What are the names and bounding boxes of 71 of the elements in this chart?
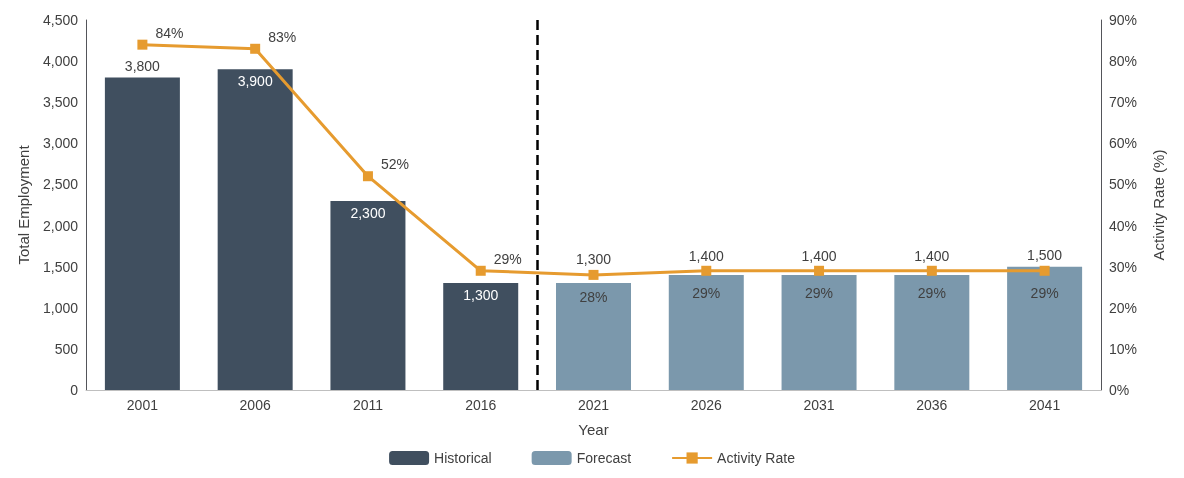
point: [1039, 265, 1050, 276]
y-tick-label: 2,000: [42, 217, 79, 234]
point: [814, 265, 825, 276]
y-tick-label: 500: [54, 340, 79, 357]
data-label: 1,300: [463, 287, 499, 304]
y-axis-title: Total Employment: [15, 144, 32, 265]
point: [926, 265, 937, 276]
y2-axis-title: Activity Rate (%): [1150, 149, 1167, 261]
y-tick-label: 0: [70, 382, 79, 398]
bar: [217, 69, 293, 390]
y2-tick-label: 20%: [1109, 299, 1138, 316]
x-tick-label: 2001: [126, 397, 159, 413]
y2-tick-label: 30%: [1109, 258, 1138, 275]
legend-label: Activity Rate: [717, 450, 796, 466]
data-label: 1,300: [575, 251, 612, 268]
bar: [1007, 266, 1083, 390]
x-axis-title: Year: [578, 421, 609, 438]
legend-label: Historical: [434, 450, 492, 466]
bar: [781, 274, 857, 390]
y-tick-label: 2,500: [42, 176, 79, 193]
x-tick-label: 2021: [577, 397, 610, 413]
x-tick-label: 2036: [916, 397, 948, 413]
data-label: 29%: [493, 250, 522, 267]
point: [701, 265, 712, 276]
y2-tick-label: 60%: [1109, 135, 1138, 152]
point: [362, 171, 373, 182]
legend-label: Forecast: [576, 450, 632, 466]
point: [250, 43, 261, 54]
data-label: 1,400: [914, 247, 950, 264]
x-tick-label: 2016: [465, 397, 497, 413]
bar: [894, 274, 970, 390]
data-label: 1,500: [1027, 246, 1063, 263]
data-label: 1,400: [688, 247, 724, 264]
x-tick-label: 2041: [1029, 397, 1061, 413]
data-label: 83%: [268, 28, 297, 45]
data-label: 29%: [917, 284, 946, 301]
data-label: 2,300: [350, 204, 386, 221]
y2-tick-label: 70%: [1109, 94, 1138, 111]
bar: [443, 283, 519, 390]
data-label: 3,900: [237, 73, 273, 90]
x-tick-label: 2026: [690, 397, 723, 413]
y2-tick-label: 40%: [1109, 217, 1138, 234]
data-label: 3,800: [124, 57, 161, 74]
bar: [104, 77, 180, 390]
bar: [556, 283, 631, 390]
y-tick-label: 4,000: [42, 53, 79, 70]
y-tick-label: 3,000: [42, 135, 79, 152]
bar: [668, 274, 744, 390]
point: [137, 39, 148, 50]
y2-tick-label: 10%: [1109, 340, 1138, 357]
data-label: 1,400: [801, 247, 837, 264]
x-tick-label: 2031: [803, 397, 835, 413]
bar: [330, 200, 406, 390]
y-tick-label: 4,500: [42, 12, 79, 28]
data-label: 29%: [1030, 284, 1059, 301]
point: [588, 269, 599, 280]
data-label: 28%: [579, 288, 608, 305]
y-tick-label: 1,000: [42, 299, 79, 316]
x-tick-label: 2011: [352, 397, 384, 413]
y2-tick-label: 80%: [1109, 53, 1138, 70]
y-tick-label: 3,500: [42, 94, 79, 111]
data-label: 29%: [805, 284, 834, 301]
data-label: 84%: [155, 24, 184, 41]
x-tick-label: 2006: [239, 397, 271, 413]
data-label: 29%: [692, 284, 721, 301]
point: [475, 265, 486, 276]
y2-tick-label: 0%: [1109, 382, 1130, 398]
data-label: 52%: [380, 156, 409, 173]
y2-tick-label: 90%: [1109, 12, 1138, 28]
y-tick-label: 1,500: [42, 258, 79, 275]
y2-tick-label: 50%: [1109, 176, 1138, 193]
